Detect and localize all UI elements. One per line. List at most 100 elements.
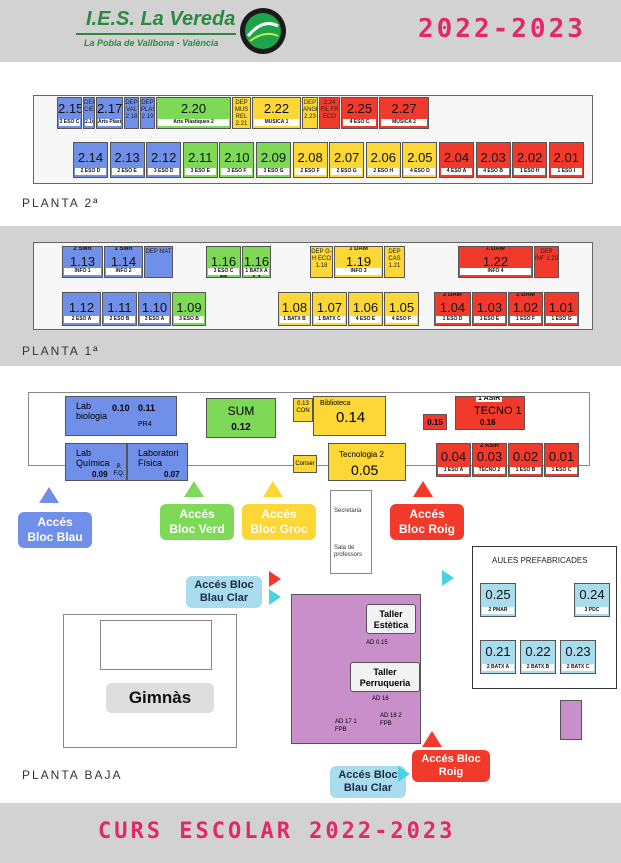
tecno2-name: Tecnologia 2 [339, 450, 384, 459]
room-1-22: 1.22 INFO 4 1 DAW [458, 246, 533, 278]
room-number: 2.17 [97, 101, 123, 116]
room-number: 2.12 [151, 150, 177, 165]
room-number: 0.04 [440, 449, 467, 464]
access-bloc-groc: Accés Bloc Groc [242, 504, 316, 540]
room-dep-cas-1-21: DEP CAS 1.21 [384, 246, 405, 278]
room-number: 1.14 [110, 254, 137, 269]
access-arrow-blau [39, 487, 59, 503]
room-label: 2 BATX A [482, 664, 514, 671]
room-number: 2.02 [517, 150, 543, 165]
room-2-25: 2.25 4 ESO C [341, 97, 378, 129]
room-number: 2.05 [407, 150, 433, 165]
room-top-label: 2 ASIR [479, 443, 500, 449]
room-label: TECNO 2 [474, 467, 505, 474]
access-bloc-blau: Accés Bloc Blau [18, 512, 92, 548]
room-label: 1 BATX C [314, 316, 345, 323]
room-label: Arts Plàstiques 1 [98, 119, 121, 126]
room-number: 0.25 [485, 587, 511, 602]
room-1-12: 1.12 2 ESO A [62, 292, 101, 326]
room-number: 1.08 [281, 300, 308, 315]
room-number: DEP INF 1.23 [535, 249, 559, 262]
room-label: 3 ESO E [184, 168, 216, 175]
room-1-08: 1.08 1 BATX B [278, 292, 311, 326]
room-number: 0.24 [579, 587, 605, 602]
room-1-16-b: 1.16 B1 BATX A [242, 246, 271, 278]
room-2-05: 2.05 4 ESO D [402, 142, 438, 178]
room-number: 2.27 [391, 101, 417, 116]
room-1-16-a: 1.16 A3 ESO C [206, 246, 241, 278]
floor-label-p2: PLANTA 2ª [22, 196, 100, 210]
prefab-title: AULES PREFABRICADES [492, 556, 588, 565]
room-015: 0.15 [423, 414, 447, 430]
room-0-01: 0.01 1 ESO C [544, 443, 579, 477]
room-label: 3 ESO A [140, 316, 169, 323]
room-number: DEP PLAS 2.19 [141, 100, 155, 120]
room-number: 2.20 [180, 101, 207, 116]
room-number: DEP MUS REL 2.21 [234, 100, 249, 127]
room-label: 4 ESO F [386, 316, 417, 323]
room-label: INFO 1 [64, 268, 101, 275]
access-arrow-verd [184, 481, 204, 497]
room-2-01: 2.01 1 ESO I [548, 142, 584, 178]
room-1-05: 1.05 4 ESO F [384, 292, 419, 326]
ad015-label: AD 0.15 [366, 640, 388, 646]
room-label: 2 ESO B [104, 316, 135, 323]
access-arrow-blau-clar [269, 589, 281, 605]
room-1-03: 1.03 1 ESO E [472, 292, 507, 326]
room-number: 0.22 [525, 644, 551, 659]
room-label: 4 ESO C [343, 119, 376, 126]
room-number: 0.01 [548, 449, 575, 464]
room-dep-angl-s-2-23: DEP ANGLÈS 2.23 [302, 97, 318, 129]
lab-fis-num: 0.07 [164, 470, 180, 479]
room-label: 2 BATX C [562, 664, 594, 671]
taller-perruqueria: Taller Perruqueria [350, 662, 420, 692]
room-2-24-fil-fr-eco: 2.24 FIL FR ECO [319, 97, 340, 129]
room-2-13: 2.13 2 ESO E [109, 142, 145, 178]
access-arrow-roig-2 [422, 731, 442, 747]
room-label: 1 ESO I [550, 168, 582, 175]
room-1-13: 1.13 INFO 1 2 SMR [62, 246, 103, 278]
room-2-10: 2.10 3 ESO F [219, 142, 255, 178]
floor-label-p0: PLANTA BAJA [22, 768, 123, 782]
room-2-06: 2.06 2 ESO H [365, 142, 401, 178]
room-number: 2.11 [188, 150, 213, 165]
room-1-10: 1.10 3 ESO A [138, 292, 171, 326]
school-name: I.E.S. La Vereda [86, 8, 236, 30]
room-label: 1 ESO A [438, 467, 469, 474]
room-label: 2 ESO D [75, 168, 106, 175]
secretaria-block [330, 490, 372, 574]
room-number: 0.21 [485, 644, 511, 659]
access-bloc-roig-2: Accés Bloc Roig [412, 750, 490, 782]
access-arrow-blau-clar-2 [398, 766, 410, 782]
tecno1-num: 0.16 [480, 418, 496, 427]
ad18-label: AD 18 2 FPB [380, 713, 402, 727]
room-0-04: 0.04 1 ESO A [436, 443, 471, 477]
room-label: MÚSICA 1 [254, 119, 299, 126]
room-conser: Conser [293, 455, 317, 473]
room-label: 2 ESO F [294, 168, 326, 175]
room-number: 2.03 [480, 150, 506, 165]
room-number: DEP ANGLÈS 2.23 [303, 100, 317, 120]
room-label: 1 ESO H [514, 168, 546, 175]
room-0-24: 0.24 3 PDC [574, 583, 610, 617]
gym-changing [100, 620, 212, 670]
room-number: DEP CIÈN [84, 100, 95, 113]
access-bloc-blau-clar-2: Accés Bloc Blau Clar [330, 766, 406, 798]
room-number: 2.01 [553, 150, 579, 165]
room-number: 2.04 [443, 150, 470, 165]
room-1-04: 1.04 1 ESO D 2 DAW [434, 292, 471, 326]
room-lab-fisica: Laboratori Física 0.07 [127, 443, 188, 481]
room-label: 3 ESO C [208, 268, 239, 275]
room-dep-ci-n: DEP CIÈN 2.16 [83, 97, 95, 129]
room-number: 1.10 [141, 300, 168, 315]
room-1-01: 1.01 1 ESO G [544, 292, 579, 326]
room-0-25: 0.25 2 PMAR [480, 583, 516, 617]
room-top-label: 2 DAW [442, 292, 462, 298]
floor-label-p1: PLANTA 1ª [22, 344, 100, 358]
room-label: 2 ESO C [59, 119, 80, 126]
lab-quim-num: 0.09 [92, 470, 108, 479]
room-number: 1.02 [512, 300, 539, 315]
room-number: 1.04 [439, 300, 466, 315]
header-band: I.E.S. La Vereda La Pobla de Vallbona - … [0, 0, 621, 62]
gym-outline [63, 614, 237, 748]
